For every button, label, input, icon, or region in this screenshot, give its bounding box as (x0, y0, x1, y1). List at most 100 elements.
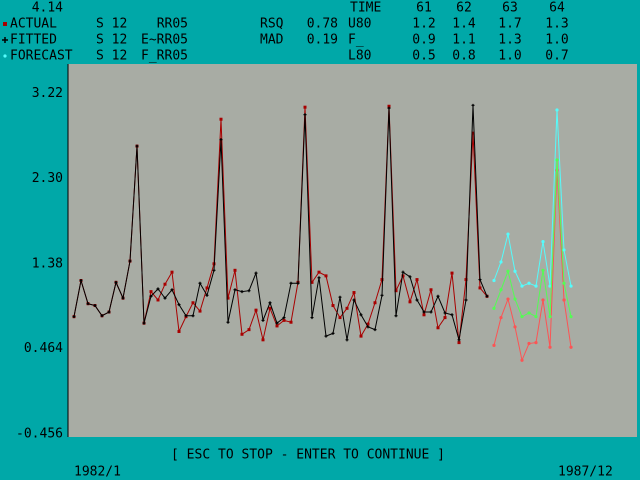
point (121, 296, 125, 300)
point (569, 284, 573, 288)
point (562, 281, 566, 285)
point (471, 131, 475, 135)
point (268, 306, 272, 310)
point (401, 274, 405, 278)
point (415, 278, 419, 282)
point (303, 105, 307, 109)
point (415, 298, 419, 302)
legend-name: FORECAST (10, 49, 73, 64)
point (149, 290, 153, 294)
point (212, 268, 216, 272)
legend-variable: E~RR05 (141, 33, 188, 48)
table-cell: 1.1 (452, 33, 475, 48)
table-cell: 0.7 (545, 49, 568, 64)
point (289, 281, 293, 285)
legend-season: S 12 (96, 17, 127, 32)
legend-variable: F_RR05 (141, 49, 188, 64)
legend-symbol (3, 22, 7, 26)
table-row-label: L80 (348, 49, 371, 64)
y-tick-label: 2.30 (32, 171, 63, 186)
point (373, 301, 377, 305)
point (198, 281, 202, 285)
point (352, 298, 356, 302)
point (562, 248, 566, 252)
point (366, 322, 370, 326)
band-line (493, 109, 572, 287)
point (247, 328, 251, 332)
point (394, 314, 398, 318)
point (219, 138, 223, 142)
point (86, 302, 90, 306)
point (401, 270, 405, 274)
point (513, 297, 517, 301)
point (387, 104, 391, 108)
point (184, 314, 188, 318)
legend-name: FITTED (10, 33, 57, 48)
point (555, 108, 559, 112)
point (527, 281, 531, 285)
point (240, 290, 244, 294)
point (261, 338, 265, 342)
band-line (493, 170, 572, 362)
point (128, 259, 132, 263)
point (548, 345, 552, 349)
table-cell: 1.0 (545, 33, 568, 48)
point (478, 286, 482, 290)
point (492, 278, 496, 283)
point (394, 289, 398, 293)
point (296, 281, 300, 285)
point (450, 313, 454, 317)
point (513, 269, 517, 273)
point (149, 294, 153, 298)
series-line (73, 105, 488, 340)
point (443, 311, 447, 315)
point (499, 315, 503, 320)
point (324, 334, 328, 338)
table-row-label: F_ (348, 33, 364, 48)
point (380, 278, 384, 282)
point (422, 310, 426, 314)
point (226, 320, 230, 324)
stat-value: 0.19 (307, 33, 338, 48)
point (303, 113, 307, 117)
legend-season: S 12 (96, 33, 127, 48)
point (170, 288, 174, 292)
point (408, 275, 412, 279)
point (177, 329, 181, 333)
legend-symbol (2, 37, 8, 43)
point (191, 301, 195, 305)
point (359, 334, 363, 338)
point (429, 310, 433, 314)
point (156, 298, 160, 302)
point (478, 278, 482, 282)
point (443, 316, 447, 320)
point (492, 306, 496, 310)
point (282, 318, 286, 322)
point (380, 293, 384, 297)
point (569, 315, 573, 319)
table-cell: 0.9 (412, 33, 435, 48)
point (457, 338, 461, 342)
point (142, 321, 146, 325)
point (275, 324, 279, 328)
point (527, 341, 531, 346)
y-tick-label: 0.464 (24, 341, 63, 356)
point (520, 284, 524, 288)
point (541, 298, 545, 302)
series-line (493, 159, 572, 318)
legend-variable: RR05 (157, 17, 188, 32)
point (387, 106, 391, 110)
point (205, 286, 209, 290)
point (562, 298, 566, 302)
point (520, 358, 524, 362)
table-cell: 0.5 (412, 49, 435, 64)
point (450, 271, 454, 275)
x-tick-label: 1982/1 (74, 465, 121, 480)
point (569, 345, 573, 349)
table-column: 62 (456, 1, 472, 16)
stat-label: RSQ (260, 17, 284, 32)
point (457, 341, 461, 345)
point (324, 274, 328, 278)
point (289, 320, 293, 324)
